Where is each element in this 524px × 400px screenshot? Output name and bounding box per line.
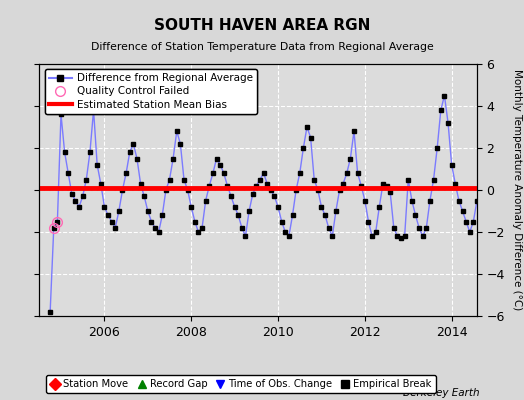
- Y-axis label: Monthly Temperature Anomaly Difference (°C): Monthly Temperature Anomaly Difference (…: [511, 69, 521, 311]
- Text: Difference of Station Temperature Data from Regional Average: Difference of Station Temperature Data f…: [91, 42, 433, 52]
- Legend: Station Move, Record Gap, Time of Obs. Change, Empirical Break: Station Move, Record Gap, Time of Obs. C…: [47, 375, 435, 393]
- Text: Berkeley Earth: Berkeley Earth: [403, 388, 479, 398]
- Legend: Difference from Regional Average, Quality Control Failed, Estimated Station Mean: Difference from Regional Average, Qualit…: [45, 69, 257, 114]
- Text: SOUTH HAVEN AREA RGN: SOUTH HAVEN AREA RGN: [154, 18, 370, 33]
